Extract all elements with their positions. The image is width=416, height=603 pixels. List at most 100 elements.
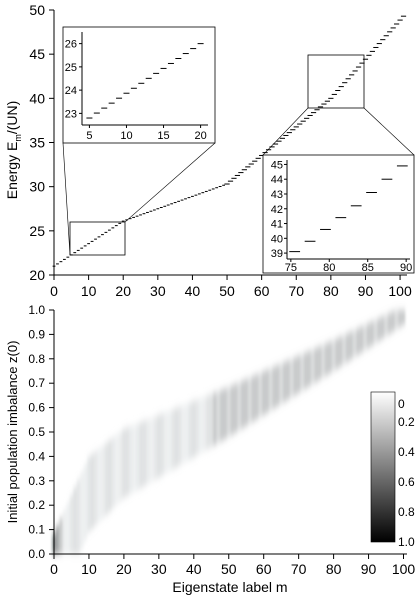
bottom-y-tick-label: 0.3: [28, 474, 45, 488]
heatmap-column: [80, 471, 84, 549]
top-x-tick-label: 20: [115, 283, 131, 299]
bottom-y-tick-label: 0.4: [28, 449, 45, 463]
heatmap-column: [164, 412, 168, 474]
inset-low-frame: [62, 26, 216, 144]
heatmap-column: [234, 383, 238, 433]
heatmap-column: [352, 329, 357, 358]
heatmap-column: [359, 326, 364, 353]
inset-low-y-tick-label: 24: [65, 85, 77, 97]
heatmap-column: [331, 340, 336, 371]
imbalance-axis-label: Initial population imbalance z(0): [5, 341, 20, 524]
top-x-tick-label: 0: [50, 283, 58, 299]
heatmap-column: [286, 360, 290, 400]
heatmap-column: [122, 428, 126, 498]
bottom-x-tick-label: 60: [256, 561, 272, 577]
top-y-tick-label: 45: [29, 46, 45, 62]
heatmap-column: [227, 386, 231, 437]
top-x-tick-label: 80: [323, 283, 339, 299]
bottom-x-tick-label: 20: [116, 561, 132, 577]
inset-high-y-tick-label: 41: [271, 219, 283, 231]
eigenstate-axis-label: Eigenstate label m: [172, 579, 287, 595]
heatmap-column: [153, 416, 158, 480]
bottom-y-tick-label: 0.5: [28, 425, 45, 439]
heatmap-column: [146, 419, 151, 484]
heatmap-column: [241, 380, 245, 429]
bottom-x-tick-label: 80: [326, 561, 342, 577]
heatmap-column: [289, 358, 294, 398]
heatmap-column: [324, 343, 329, 376]
energy-panel: 20 25 30 35 40 45 50 0 10 20 30 40 50 60 70 80 90 100 En…: [4, 2, 415, 299]
heatmap-column: [192, 400, 196, 458]
heatmap-column: [55, 525, 60, 554]
heatmap-column: [90, 453, 95, 529]
top-x-ticks: 0 10 20 30 40 50 60 70 80 90 100: [50, 275, 412, 299]
heatmap-column: [143, 420, 147, 486]
guide-low-right: [124, 142, 216, 223]
top-x-tick-label: 10: [81, 283, 97, 299]
guide-low-left: [62, 142, 71, 256]
heatmap-column: [314, 347, 318, 382]
heatmap-column: [59, 517, 63, 554]
heatmap-column: [167, 410, 172, 472]
guide-high-left: [262, 107, 309, 156]
heatmap-column: [199, 398, 203, 454]
heatmap-column: [76, 479, 81, 554]
heatmap-column: [342, 334, 346, 365]
heatmap-column: [206, 395, 210, 450]
heatmap-column: [69, 494, 74, 554]
heatmap-column: [223, 388, 227, 439]
heatmap-column: [296, 355, 301, 393]
bottom-y-tick-label: 0.1: [28, 523, 45, 537]
heatmap-column: [118, 431, 123, 502]
colorbar-tick-label: 0.6: [398, 475, 415, 489]
heatmap-column: [282, 361, 287, 402]
heatmap-column: [391, 311, 395, 332]
inset-high-x-tick-label: 80: [323, 262, 335, 274]
inset-low-x-tick-label: 15: [157, 130, 169, 142]
heatmap-column: [195, 399, 199, 456]
heatmap-column: [317, 346, 322, 380]
inset-high-y-tick-label: 44: [271, 174, 283, 186]
heatmap-column: [150, 417, 154, 482]
inset-low-energy: 23 24 25 26 5 10 15 20: [62, 26, 216, 144]
heatmap-column: [310, 349, 315, 385]
bottom-y-tick-label: 1.0: [28, 303, 45, 317]
bottom-y-tick-label: 0.9: [28, 327, 45, 341]
heatmap-column: [303, 352, 308, 389]
inset-high-energy: 39 40 41 42 43 44 45 75 80 85 90: [262, 154, 415, 274]
top-x-tick-label: 40: [185, 283, 201, 299]
heatmap-column: [132, 424, 137, 492]
bottom-y-tick-label: 0.7: [28, 376, 45, 390]
heatmap-column: [129, 426, 133, 494]
heatmap-column: [370, 321, 374, 346]
bottom-y-ticks: 0.0 0.1 0.2 0.3 0.4 0.5 0.6 0.7 0.8 0.9 1.0: [28, 303, 54, 561]
top-y-ticks: 20 25 30 35 40 45 50: [29, 2, 54, 283]
heatmap-column: [188, 402, 193, 460]
inset-high-y-tick-label: 42: [271, 204, 283, 216]
heatmap-column: [174, 407, 179, 468]
inset-high-frame: [262, 154, 415, 274]
heatmap-column: [216, 391, 220, 443]
heatmap-column: [272, 366, 276, 409]
bottom-y-tick-label: 0.2: [28, 498, 45, 512]
heatmap-column: [248, 377, 252, 424]
heatmap-column: [94, 451, 98, 526]
bottom-x-tick-label: 40: [186, 561, 202, 577]
heatmap-column: [139, 421, 144, 488]
inset-high-ticks: 39 40 41 42 43 44 45 75 80 85 90: [271, 159, 413, 274]
bottom-y-tick-label: 0.8: [28, 352, 45, 366]
inset-low-y-tick-label: 25: [65, 62, 77, 74]
heatmap-column: [335, 338, 339, 369]
imbalance-panel: 0.0 0.1 0.2 0.3 0.4 0.5 0.6 0.7 0.8 0.9 1.0 0 10 20 3…: [5, 303, 415, 595]
heatmap-column: [265, 369, 269, 413]
heatmap-column: [202, 396, 206, 452]
inset-low-y-tick-label: 26: [65, 39, 77, 51]
zoom-box-low: [69, 221, 126, 256]
top-y-tick-label: 30: [29, 179, 45, 195]
inset-high-y-tick-label: 45: [271, 159, 283, 171]
heatmap-column: [115, 434, 119, 505]
heatmap-column: [394, 310, 399, 330]
colorbar-tick-label: 0.4: [398, 445, 415, 459]
inset-low-x-tick-label: 5: [86, 130, 92, 142]
heatmap-column: [262, 371, 266, 415]
